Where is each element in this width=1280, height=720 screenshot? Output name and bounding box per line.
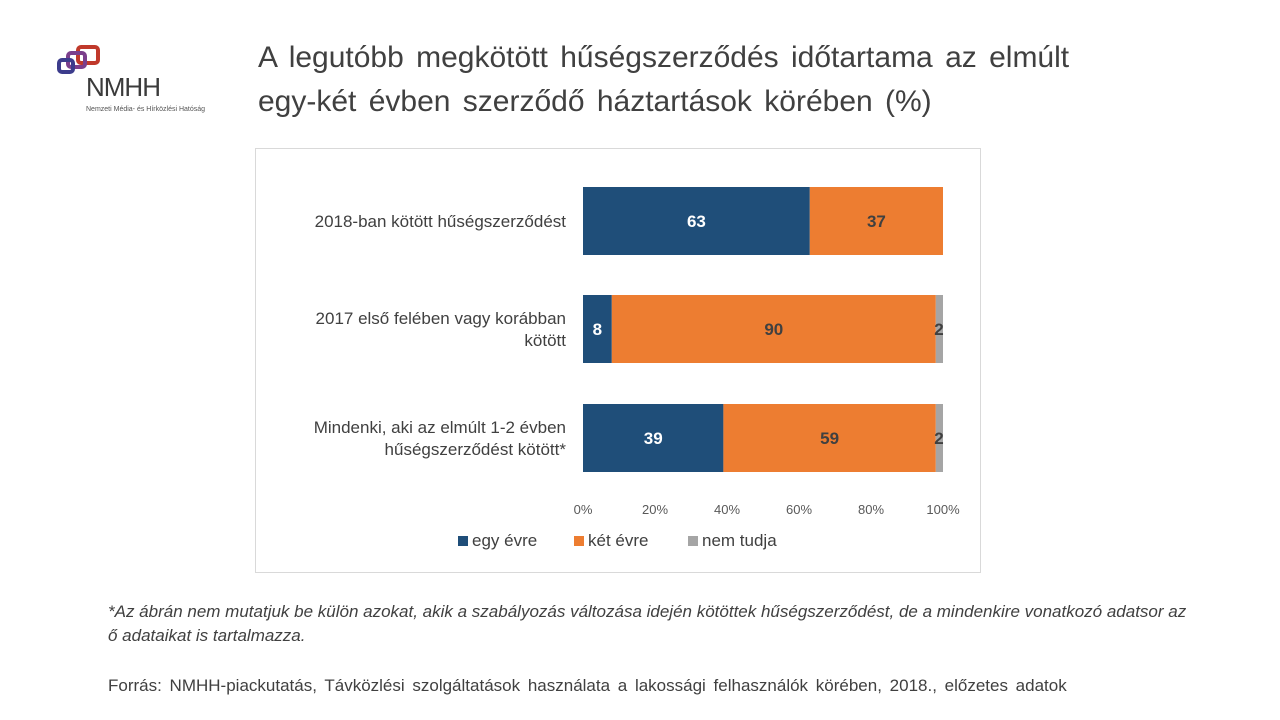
logo-squares-icon <box>57 45 100 74</box>
category-label: 2017 első felében vagy korábban <box>316 309 566 328</box>
bar-segment <box>583 404 724 472</box>
data-label: 2 <box>934 429 943 448</box>
footnote: *Az ábrán nem mutatjuk be külön azokat, … <box>108 602 1187 645</box>
legend-label: egy évre <box>472 531 537 550</box>
bar-segment <box>935 295 943 363</box>
bar-segment <box>583 187 810 255</box>
legend-swatch <box>688 536 698 546</box>
data-label: 90 <box>764 320 783 339</box>
chart-container: 2018-ban kötött hűségszerződést 2017 első… <box>255 148 981 573</box>
category-label: kötött <box>524 331 566 350</box>
bar-segment <box>809 187 943 255</box>
data-label: 63 <box>687 212 706 231</box>
page-title: A legutóbb megkötött hűségszerződés időt… <box>258 41 1070 118</box>
legend-label: két évre <box>588 531 648 550</box>
bar-segment <box>583 295 612 363</box>
legend-label: nem tudja <box>702 531 777 550</box>
x-tick-label: 60% <box>786 502 812 517</box>
legend-swatch <box>458 536 468 546</box>
logo-subtitle: Nemzeti Média- és Hírközlési Hatóság <box>86 106 206 113</box>
category-label: Mindenki, aki az elmúlt 1-2 évben <box>314 418 566 437</box>
x-tick-label: 40% <box>714 502 740 517</box>
logo-wordmark: NMHH <box>86 72 161 102</box>
data-label: 2 <box>934 320 943 339</box>
stacked-bar-chart: 2018-ban kötött hűségszerződést 2017 első… <box>314 187 960 550</box>
data-label: 37 <box>867 212 886 231</box>
nmhh-logo: NMHH Nemzeti Média- és Hírközlési Hatósá… <box>56 44 236 120</box>
data-label: 59 <box>820 429 839 448</box>
data-label: 39 <box>644 429 663 448</box>
x-tick-label: 0% <box>574 502 593 517</box>
category-label: 2018-ban kötött hűségszerződést <box>315 212 567 231</box>
legend-swatch <box>574 536 584 546</box>
data-label: 8 <box>593 320 602 339</box>
x-tick-label: 20% <box>642 502 668 517</box>
source-note: Forrás: NMHH-piackutatás, Távközlési szo… <box>108 676 1067 695</box>
x-tick-label: 80% <box>858 502 884 517</box>
x-tick-label: 100% <box>926 502 960 517</box>
bar-segment <box>935 404 943 472</box>
bar-segment <box>611 295 936 363</box>
bar-segment <box>723 404 936 472</box>
category-label: hűségszerződést kötött* <box>385 440 567 459</box>
